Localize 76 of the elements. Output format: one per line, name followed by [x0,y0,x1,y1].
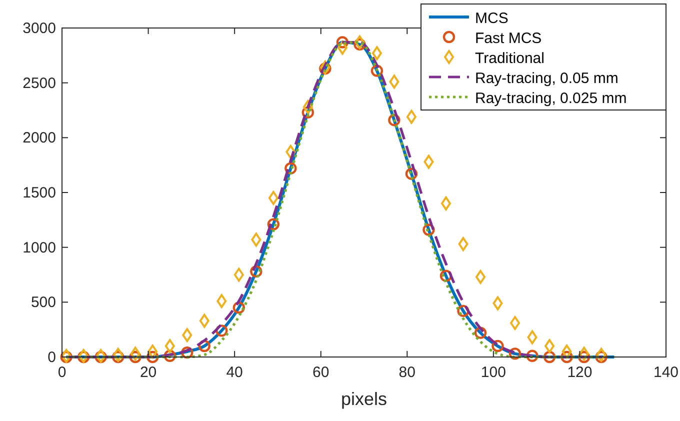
point [336,36,349,48]
point [164,350,176,362]
point [251,232,262,247]
point [148,344,158,359]
point [544,339,555,354]
legend-label: Fast MCS [475,30,542,47]
point [216,324,228,337]
point [440,196,451,210]
y-tick-label: 3000 [22,20,56,37]
x-axis-title: pixels [340,389,388,409]
x-tick-label: 20 [140,364,157,381]
legend-label: Ray-tracing, 0.05 mm [475,70,618,87]
point [129,350,142,364]
point [199,314,210,328]
y-tick-label: 1000 [22,239,56,256]
point [406,110,416,124]
x-tick-label: 60 [312,364,330,381]
point [474,326,487,339]
x-tick-label: 140 [653,364,679,381]
y-tick-label: 1500 [22,184,56,202]
point [130,346,140,361]
x-tick-label: 80 [398,364,416,381]
point [543,350,556,364]
point [372,46,382,60]
point [389,74,400,89]
point [422,224,435,236]
point [526,350,538,362]
point [182,328,192,342]
point [234,268,244,282]
point [354,35,365,50]
point [475,270,486,284]
point [250,265,262,278]
point [354,38,366,51]
point [113,348,124,362]
point [181,346,194,359]
point [596,348,606,362]
point [267,218,280,230]
y-tick-label: 2500 [22,74,56,92]
point [146,350,159,364]
point [560,350,573,364]
point [112,350,124,364]
point [508,348,522,360]
point [457,304,470,318]
point [405,168,418,180]
legend-label: Ray-tracing, 0.025 mm [475,90,627,107]
point [527,330,538,344]
point [440,270,452,282]
y-tick-label: 2000 [22,130,56,147]
point [492,340,504,352]
point [595,350,608,364]
y-tick-label: 500 [30,294,56,312]
x-tick-label: 120 [567,364,592,381]
point [232,302,245,314]
point [268,190,278,205]
x-tick-label: 40 [226,364,243,381]
point [370,64,384,77]
point [458,237,468,252]
point [388,114,400,126]
x-tick-label: 0 [58,364,66,381]
point [302,100,313,114]
point [579,346,590,361]
point [424,154,434,169]
point [284,162,297,174]
point [492,296,503,310]
point [198,340,210,352]
x-tick-label: 100 [480,364,506,381]
point [302,106,314,119]
point [216,294,227,308]
point [337,40,348,55]
point [562,344,572,359]
y-tick-label: 0 [48,349,56,366]
point [286,144,296,159]
legend-label: MCS [475,10,508,27]
legend-label: Traditional [475,50,544,67]
point [578,350,590,364]
point [164,339,175,354]
